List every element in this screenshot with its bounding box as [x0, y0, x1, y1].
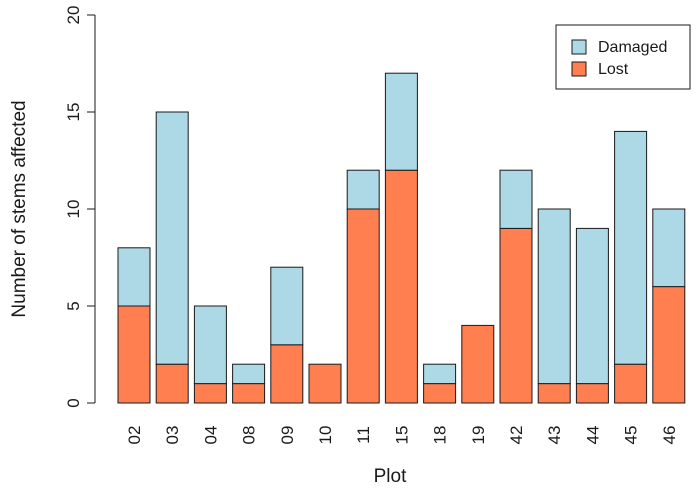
y-tick-label: 20	[64, 6, 83, 25]
legend-label-lost: Lost	[598, 61, 629, 78]
bar-lost-46	[652, 286, 686, 404]
bar-damaged-18	[423, 363, 457, 385]
bar-lost-09	[270, 344, 304, 404]
bar-damaged-46	[652, 208, 686, 288]
x-axis-title: Plot	[374, 466, 407, 487]
bar-damaged-02	[117, 247, 151, 307]
bar-lost-18	[423, 383, 457, 404]
bar-lost-19	[461, 324, 495, 404]
y-tick-label: 10	[64, 200, 83, 219]
bar-lost-45	[614, 363, 648, 404]
x-tick-label: 02	[125, 426, 144, 445]
bar-lost-10	[308, 363, 342, 404]
bar-damaged-44	[575, 227, 609, 385]
bar-lost-44	[575, 383, 609, 404]
x-tick-label: 03	[163, 426, 182, 445]
bar-damaged-45	[614, 130, 648, 365]
x-tick-label: 15	[392, 426, 411, 445]
bar-damaged-09	[270, 266, 304, 346]
bar-lost-43	[537, 383, 571, 404]
y-tick-label: 5	[64, 301, 83, 310]
bar-damaged-03	[155, 111, 189, 365]
bar-lost-02	[117, 305, 151, 404]
bar-lost-15	[384, 169, 418, 404]
legend-label-damaged: Damaged	[598, 39, 667, 56]
x-tick-label: 43	[545, 426, 564, 445]
x-tick-label: 18	[431, 426, 450, 445]
bar-lost-42	[499, 227, 533, 404]
y-axis-ticks: 0 5 10 15 20	[64, 6, 95, 408]
bar-damaged-04	[193, 305, 227, 385]
y-axis: 0 5 10 15 20	[64, 6, 96, 408]
bar-lost-03	[155, 363, 189, 404]
y-tick-label: 15	[64, 103, 83, 122]
bar-lost-11	[346, 208, 380, 404]
bar-damaged-11	[346, 169, 380, 210]
x-tick-label: 09	[278, 426, 297, 445]
bar-lost-04	[193, 383, 227, 404]
legend-swatch-lost	[571, 61, 587, 77]
legend: Damaged Lost	[555, 24, 691, 90]
y-axis-title: Number of stems affected	[9, 100, 30, 317]
bar-lost-08	[232, 383, 266, 404]
x-tick-label: 10	[316, 426, 335, 445]
x-tick-label: 08	[240, 426, 259, 445]
legend-swatch-damaged	[571, 39, 587, 55]
bar-damaged-15	[384, 72, 418, 171]
x-tick-label: 46	[660, 426, 679, 445]
bars	[117, 72, 686, 404]
x-tick-label: 04	[201, 426, 220, 445]
bar-damaged-42	[499, 169, 533, 229]
x-tick-label: 44	[583, 426, 602, 445]
x-axis-tick-labels: 02 03 04 08 09 10 11 15 18 19 42 43 44 45 46	[125, 426, 679, 445]
bar-damaged-43	[537, 208, 571, 385]
x-tick-label: 42	[507, 426, 526, 445]
x-tick-label: 45	[622, 426, 641, 445]
legend-box	[555, 24, 691, 90]
x-tick-label: 19	[469, 426, 488, 445]
x-tick-label: 11	[354, 426, 373, 444]
bar-damaged-08	[232, 363, 266, 385]
y-tick-label: 0	[64, 398, 83, 407]
